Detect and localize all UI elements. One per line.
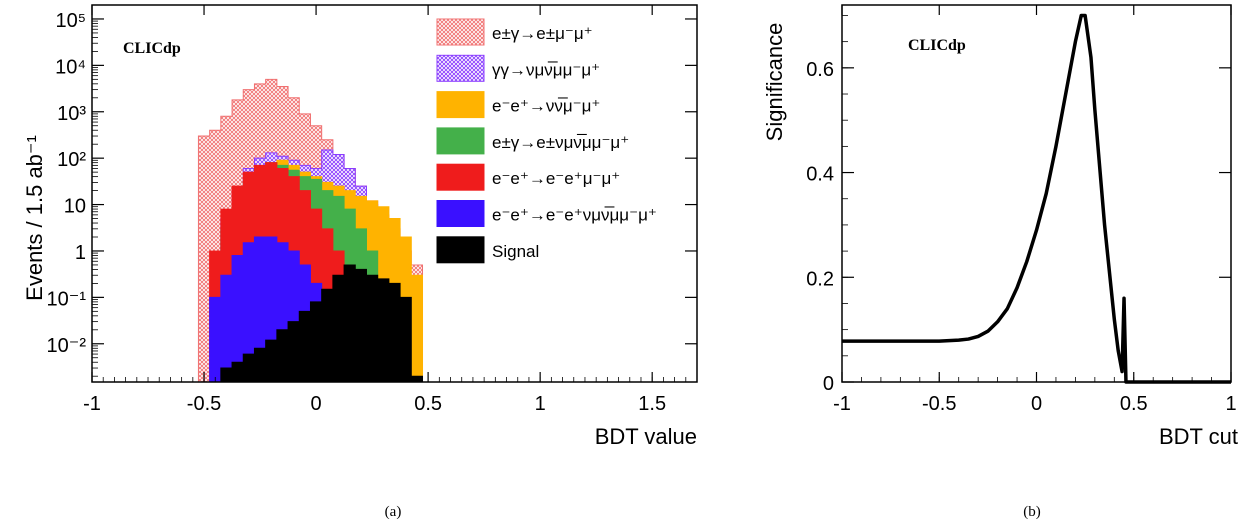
- legend-label: Signal: [492, 242, 539, 261]
- legend-swatch: [437, 55, 484, 81]
- panel-a-x-tick-label: -1: [83, 393, 101, 415]
- panel-b-caption: (b): [1023, 504, 1041, 520]
- panel-a-y-axis-label: Events / 1.5 ab⁻¹: [22, 135, 47, 301]
- legend-swatch: [437, 237, 484, 263]
- legend-label: e±γ→e±μ⁻μ⁺: [492, 24, 593, 43]
- panel-a-y-tick-label: 1: [75, 242, 86, 264]
- panel-b-x-ticks: -1 -0.5 0 0.5 1: [833, 5, 1236, 415]
- panel-b-y-tick-label: 0.6: [806, 59, 834, 81]
- panel-a-y-tick-label: 10²: [57, 149, 86, 171]
- panel-a-x-tick-label: 0.5: [414, 393, 442, 415]
- panel-b-y-tick-label: 0.4: [806, 164, 834, 186]
- panel-b-x-tick-label: -1: [833, 393, 851, 415]
- legend-swatch: [437, 92, 484, 118]
- legend-label: e⁻e⁺→e⁻e⁺νμν̅μμ⁻μ⁺: [492, 206, 657, 225]
- legend-swatch: [437, 164, 484, 190]
- panel-b-significance-line: [842, 15, 1231, 382]
- panel-b-x-tick-label: 1: [1225, 393, 1236, 415]
- panel-a-x-tick-label: 0: [311, 393, 322, 415]
- legend-label: e±γ→e±νμν̅μμ⁻μ⁺: [492, 133, 629, 152]
- panel-b-y-tick-label: 0.2: [806, 268, 834, 290]
- panel-a-caption: (a): [385, 504, 402, 520]
- panel-b-y-axis-label: Significance: [762, 23, 787, 142]
- legend-swatch: [437, 201, 484, 227]
- legend-swatch: [437, 19, 484, 45]
- panel-a-x-axis-label: BDT value: [595, 424, 697, 449]
- panel-b-x-tick-label: 0: [1031, 393, 1042, 415]
- legend-label: e⁻e⁺→e⁻e⁺μ⁻μ⁺: [492, 169, 620, 188]
- panel-a-y-tick-label: 10⁵: [55, 10, 86, 32]
- panel-a-x-tick-label: 1.5: [638, 393, 666, 415]
- legend-label: e⁻e⁺→νν̅μ⁻μ⁺: [492, 97, 600, 116]
- panel-a-brand: CLICdp: [123, 40, 181, 57]
- panel-b-x-axis-label: BDT cut: [1159, 424, 1238, 449]
- panel-b-brand: CLICdp: [908, 37, 966, 54]
- legend-swatch: [437, 128, 484, 154]
- panel-a-y-tick-label: 10³: [57, 103, 86, 125]
- panel-b-x-tick-label: -0.5: [922, 393, 956, 415]
- panel-b-frame: [842, 5, 1231, 382]
- panel-b-series-layer: [842, 15, 1231, 382]
- panel-a-x-tick-label: 1: [535, 393, 546, 415]
- panel-a-x-tick-label: -0.5: [187, 393, 221, 415]
- panel-a-y-tick-label: 10: [64, 196, 86, 218]
- panel-a-series-layer: [198, 79, 422, 382]
- legend-label: γγ→νμν̅μμ⁻μ⁺: [492, 60, 600, 79]
- panel-a: -1 -0.5 0 0.5 1 1.5 10⁻² 10⁻¹ 1 10 10² 10³ 10⁴ 10⁵ C…: [22, 5, 697, 520]
- panel-a-y-tick-label: 10⁻¹: [47, 288, 87, 310]
- panel-a-y-tick-label: 10⁴: [55, 56, 86, 78]
- panel-a-legend: e±γ→e±μ⁻μ⁺ γγ→νμν̅μμ⁻μ⁺ e⁻e⁺→νν̅μ⁻μ⁺ e±γ→e±…: [437, 19, 657, 263]
- panel-a-y-tick-label: 10⁻²: [47, 335, 87, 357]
- panel-b-y-tick-label: 0: [823, 373, 834, 395]
- panel-b-y-ticks: 0 0.2 0.4 0.6: [806, 15, 1231, 395]
- panel-b-x-tick-label: 0.5: [1120, 393, 1148, 415]
- panel-b: -1 -0.5 0 0.5 1 0 0.2 0.4 0.6 CLICdp BDT cut Si…: [762, 5, 1238, 520]
